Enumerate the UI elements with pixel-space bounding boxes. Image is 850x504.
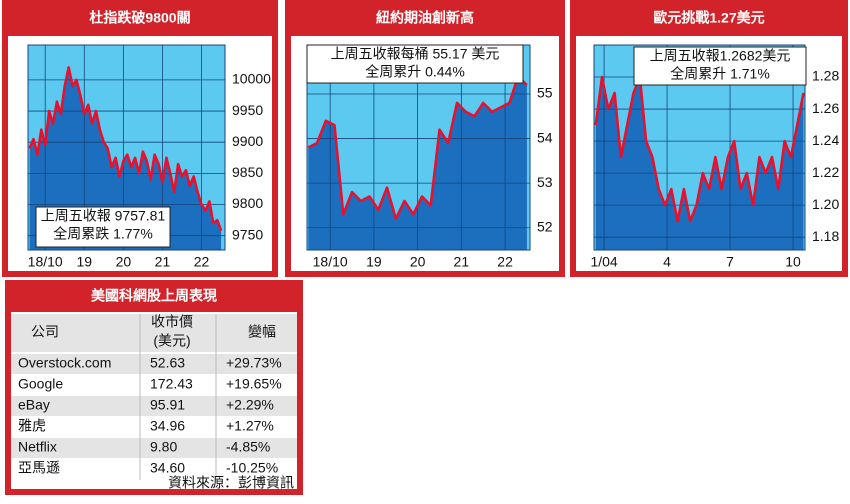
y-tick-label: 55: [537, 85, 553, 101]
table-cell: 34.96: [150, 418, 185, 434]
header-cell: 變幅: [248, 324, 276, 340]
x-tick-label: 20: [116, 254, 132, 270]
line: [28, 66, 223, 232]
y-tick-label: 1.24: [812, 132, 839, 148]
x-tick-label: 7: [726, 254, 734, 270]
y-tick-label: 1.22: [812, 164, 839, 180]
y-tick-label: 52: [537, 218, 553, 234]
annotation: 全周累跌 1.77%: [53, 226, 153, 242]
y-tick-label: 53: [537, 174, 553, 190]
x-tick-label: 1/04: [590, 254, 617, 270]
table-cell: 雅虎: [18, 418, 46, 434]
title-bar: [2, 0, 278, 36]
chart-title: 歐元挑戰1.27美元: [653, 10, 764, 26]
row-bg: [11, 438, 297, 458]
table-cell: 95.91: [150, 397, 185, 413]
row-bg: [11, 354, 297, 374]
header-cell: (美元): [153, 333, 190, 349]
y-tick-label: 9850: [232, 164, 263, 180]
table-cell: -10.25%: [226, 460, 278, 476]
annotation: 上周五收報 9757.81: [41, 208, 166, 224]
plot-border: [593, 44, 806, 251]
title-bar: [570, 0, 848, 36]
x-tick-label: 21: [155, 254, 171, 270]
annotation: 全周累升 1.71%: [670, 66, 770, 82]
x-tick-label: 19: [76, 254, 92, 270]
table-cell: +29.73%: [226, 355, 282, 371]
title-bar: [285, 0, 565, 36]
header-cell: 收市價: [151, 314, 193, 330]
plot-border: [27, 44, 226, 251]
table-title: 美國科網股上周表現: [91, 288, 217, 304]
annotation-box: [633, 46, 807, 86]
table-cell: Google: [18, 376, 63, 392]
area: [595, 77, 804, 250]
line: [307, 74, 528, 221]
annotation: 全周累升 0.44%: [365, 64, 465, 80]
table-cell: Netflix: [18, 439, 57, 455]
row-bg: [11, 417, 297, 437]
row-bg: [11, 459, 297, 479]
x-tick-label: 18/10: [313, 254, 348, 270]
x-tick-label: 22: [497, 254, 513, 270]
y-tick-label: 10000: [232, 71, 271, 87]
x-tick-label: 4: [663, 254, 671, 270]
source: 資料來源：彭博資訊: [168, 475, 294, 491]
table-cell: +19.65%: [226, 376, 282, 392]
table-cell: -4.85%: [226, 439, 270, 455]
y-tick-label: 9950: [232, 102, 263, 118]
table-cell: 172.43: [150, 376, 193, 392]
table-cell: +2.29%: [226, 397, 274, 413]
table-cell: 亞馬遜: [18, 460, 60, 476]
y-tick-label: 1.26: [812, 100, 839, 116]
header-bg: [11, 314, 297, 352]
chart-title: 紐約期油創新高: [376, 10, 474, 26]
table-cell: 9.80: [150, 439, 177, 455]
annotation: 上周五收報1.2682美元: [650, 48, 791, 64]
y-tick-label: 1.28: [812, 68, 839, 84]
area: [308, 76, 527, 250]
y-tick-label: 1.18: [812, 228, 839, 244]
annotation-box: [35, 206, 171, 248]
x-tick-label: 10: [785, 254, 801, 270]
x-tick-label: 20: [410, 254, 426, 270]
table-cell: eBay: [18, 397, 50, 413]
table-cell: 34.60: [150, 460, 185, 476]
table-cell: +1.27%: [226, 418, 274, 434]
y-tick-label: 9900: [232, 133, 263, 149]
line: [594, 75, 805, 223]
row-bg: [11, 396, 297, 416]
annotation: 上周五收報每桶 55.17 美元: [331, 46, 500, 62]
row-bg: [11, 375, 297, 395]
x-tick-label: 19: [366, 254, 382, 270]
x-tick-label: 18/10: [28, 254, 63, 270]
annotation-box: [306, 44, 524, 84]
table-cell: Overstock.com: [18, 355, 111, 371]
header-cell: 公司: [31, 324, 59, 340]
chart-title: 杜指跌破9800關: [89, 10, 190, 26]
y-tick-label: 1.20: [812, 196, 839, 212]
y-tick-label: 9750: [232, 226, 263, 242]
x-tick-label: 21: [454, 254, 470, 270]
y-tick-label: 9800: [232, 195, 263, 211]
table-title-bar: [5, 280, 303, 312]
table-cell: 52.63: [150, 355, 185, 371]
x-tick-label: 22: [194, 254, 210, 270]
y-tick-label: 54: [537, 129, 553, 145]
